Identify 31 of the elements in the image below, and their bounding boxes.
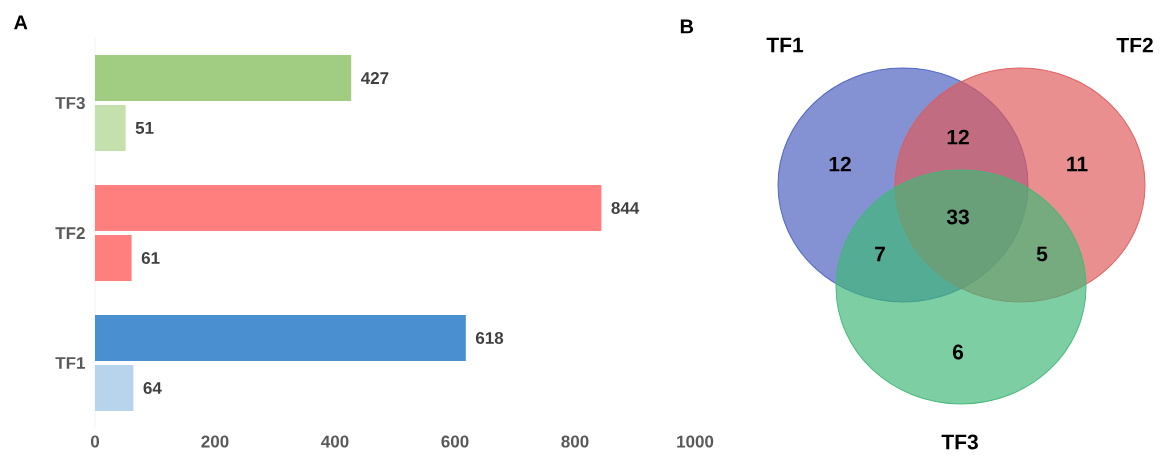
x-tick-label: 400 — [321, 435, 349, 448]
text: 7 — [875, 246, 885, 262]
x-tick-label: 600 — [441, 435, 469, 448]
category-label: TF2 — [1116, 37, 1153, 53]
category-label: TF3 — [941, 434, 978, 450]
x-tick-label: 0 — [90, 435, 100, 448]
category-label: TF1 — [766, 37, 804, 53]
text: 6 — [952, 344, 964, 360]
data-label: 844 — [611, 201, 640, 215]
bar — [95, 315, 466, 362]
data-label: 61 — [141, 251, 160, 265]
data-label: 64 — [143, 381, 162, 395]
y-tick-label: TF3 — [55, 96, 85, 110]
text: 33 — [946, 209, 969, 225]
y-tick-label: TF2 — [55, 227, 85, 239]
text: 12 — [947, 129, 969, 145]
chart-title: A — [14, 15, 28, 30]
data-label: 618 — [475, 331, 504, 345]
text: B — [680, 19, 694, 34]
y-tick-label: TF1 — [55, 357, 86, 369]
text: 11 — [1067, 156, 1088, 172]
x-tick-label: 800 — [561, 435, 589, 448]
text: 12 — [829, 156, 851, 172]
data-label: 427 — [360, 72, 389, 84]
bar — [95, 105, 126, 151]
x-tick-label: 1000 — [677, 435, 714, 448]
bar — [95, 365, 134, 412]
text: 5 — [1036, 246, 1048, 262]
bar — [95, 55, 352, 102]
data-label: 51 — [135, 122, 154, 134]
x-tick-label: 200 — [201, 435, 229, 448]
